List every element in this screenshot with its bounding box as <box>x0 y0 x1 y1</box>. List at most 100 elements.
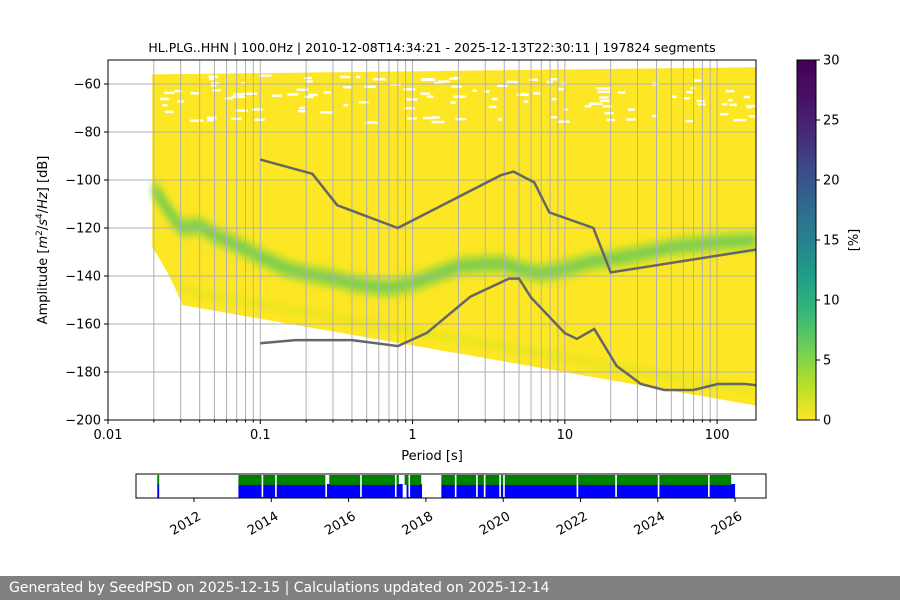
density-gap <box>304 95 314 99</box>
density-gap <box>617 91 626 94</box>
density-gap <box>450 101 456 104</box>
timeline-tick-label: 2018 <box>400 509 436 539</box>
density-gap <box>449 77 457 80</box>
x-tick-label: 0.1 <box>250 428 271 443</box>
colorbar-tick-label: 0 <box>823 414 831 429</box>
density-gap <box>308 93 318 97</box>
y-tick-label: −120 <box>65 222 101 237</box>
density-gap <box>551 116 558 119</box>
colorbar-tick-label: 30 <box>823 54 840 69</box>
timeline-gap <box>360 475 362 497</box>
timeline-tick-label: 2016 <box>322 509 358 539</box>
timeline-tick-label: 2020 <box>477 509 513 539</box>
colorbar <box>796 59 817 421</box>
density-gap <box>427 95 434 98</box>
timeline-gap <box>576 475 579 497</box>
density-gap <box>523 100 529 103</box>
density-gap <box>165 110 174 114</box>
density-gap <box>190 92 200 95</box>
psd-density-region <box>152 67 756 406</box>
density-gap <box>296 88 309 91</box>
density-gap <box>407 117 417 120</box>
colorbar-tick-label: 5 <box>823 354 831 369</box>
density-gap <box>597 90 611 93</box>
density-gap <box>455 117 467 121</box>
density-gap <box>207 118 214 122</box>
density-gap <box>251 108 263 111</box>
timeline-green-period <box>157 475 160 485</box>
density-gap <box>231 95 246 99</box>
density-gap <box>292 93 297 96</box>
density-gap <box>320 111 333 114</box>
colorbar-tick-label: 15 <box>823 234 840 249</box>
density-gap <box>355 75 361 79</box>
timeline-tick-label: 2012 <box>168 509 204 539</box>
density-gap <box>259 74 272 77</box>
density-gap <box>224 97 233 100</box>
timeline-gap <box>657 475 660 497</box>
x-axis-label: Period [s] <box>401 449 463 464</box>
density-gap <box>671 95 677 98</box>
density-gap <box>451 85 462 88</box>
density-gap <box>298 109 306 113</box>
density-gap <box>497 84 508 88</box>
colorbar-tick-label: 10 <box>823 294 840 309</box>
psd-heatmap <box>152 67 756 406</box>
timeline-gap <box>394 475 397 497</box>
density-gap <box>323 91 331 94</box>
density-gap <box>164 91 175 95</box>
y-axis-ticks: −200 −180 −160 −140 −120 −100 −80 −60 <box>65 78 108 429</box>
timeline-gap <box>261 475 264 497</box>
density-gap <box>628 108 635 111</box>
density-gap <box>235 109 248 112</box>
y-tick-label: −60 <box>74 78 101 93</box>
density-gap <box>683 97 690 100</box>
plot-frame <box>107 59 757 421</box>
x-tick-label: 100 <box>705 428 730 443</box>
density-gap <box>743 95 750 99</box>
density-gap <box>721 103 728 106</box>
density-gap <box>343 86 353 89</box>
density-gap <box>434 81 443 85</box>
y-tick-label: −200 <box>65 414 101 429</box>
density-gap <box>693 79 702 82</box>
y-axis-label: Amplitude [m2/s4/Hz] [dB] <box>35 156 51 325</box>
density-gap <box>420 92 430 95</box>
timeline-tick-label: 2014 <box>245 509 281 539</box>
density-gap <box>729 103 737 106</box>
x-tick-label: 1 <box>408 428 416 443</box>
density-gap <box>720 112 729 116</box>
density-gap <box>533 92 541 95</box>
colorbar-ticks: 0 5 10 15 20 25 30 <box>816 54 840 429</box>
nlnm-curve <box>260 277 756 392</box>
density-gap <box>697 103 706 106</box>
noise-model-curves <box>259 158 756 392</box>
timeline-gap <box>708 475 710 497</box>
colorbar-tick-label: 20 <box>823 174 840 189</box>
timeline-gap <box>275 475 277 497</box>
density-gap <box>160 97 169 101</box>
density-gap <box>521 92 527 96</box>
density-gap <box>749 115 756 118</box>
density-gap <box>431 120 445 124</box>
density-gap <box>420 78 435 81</box>
density-gap <box>272 94 282 97</box>
density-gap <box>690 87 695 90</box>
density-gap <box>728 99 733 102</box>
psd-figure: HL.PLG..HHN | 100.0Hz | 2010-12-08T14:34… <box>35 40 862 539</box>
density-gap <box>364 85 376 88</box>
density-gap <box>626 118 636 121</box>
density-gap <box>686 90 693 94</box>
density-gap <box>600 99 610 103</box>
colorbar-tick-label: 25 <box>823 114 840 129</box>
y-tick-label: −100 <box>65 174 101 189</box>
timeline-gap <box>408 475 411 497</box>
timeline-blue-period <box>157 484 160 498</box>
density-gap <box>588 102 603 105</box>
y-tick-label: −180 <box>65 366 101 381</box>
y-tick-label: −80 <box>74 126 101 141</box>
plot-grid <box>108 60 756 420</box>
density-gap <box>403 88 416 91</box>
x-tick-label: 0.01 <box>94 428 123 443</box>
timeline-gap <box>615 475 617 497</box>
